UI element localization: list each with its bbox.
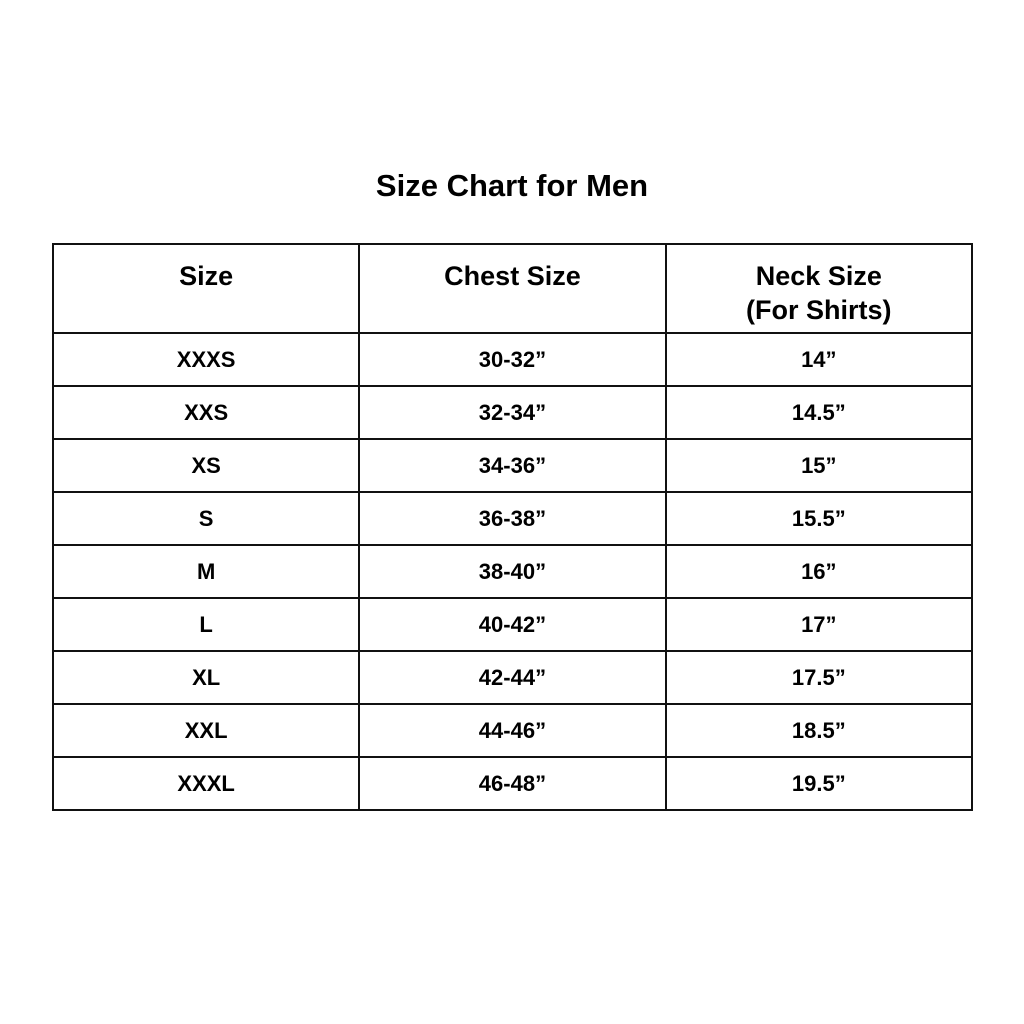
chest-size-cell: 36-38” [358,491,667,546]
header-chest-size: Chest Size [358,243,667,334]
size-cell: M [51,544,361,599]
chest-size-cell: 42-44” [358,650,667,705]
header-size: Size [51,243,361,334]
table-row: L 40-42” 17” [51,597,974,652]
table-row: XXXS 30-32” 14” [51,332,974,387]
table-row: XXL 44-46” 18.5” [51,703,974,758]
neck-size-cell: 14” [664,332,974,387]
chest-size-cell: 30-32” [358,332,667,387]
size-cell: S [51,491,361,546]
chest-size-cell: 44-46” [358,703,667,758]
header-neck-size-note: (For Shirts) [746,295,892,325]
neck-size-cell: 18.5” [664,703,974,758]
table-row: XXXL 46-48” 19.5” [51,756,974,811]
chest-size-cell: 32-34” [358,385,667,440]
header-neck-size-label: Neck Size [755,261,882,291]
size-cell: XXL [51,703,361,758]
neck-size-cell: 14.5” [664,385,974,440]
chest-size-cell: 38-40” [358,544,667,599]
size-cell: XXXL [51,756,361,811]
table-row: M 38-40” 16” [51,544,974,599]
page-title: Size Chart for Men [375,168,649,203]
neck-size-cell: 15.5” [664,491,974,546]
table-row: S 36-38” 15.5” [51,491,974,546]
neck-size-cell: 16” [664,544,974,599]
size-cell: L [51,597,361,652]
size-cell: XXXS [51,332,361,387]
neck-size-cell: 17.5” [664,650,974,705]
size-chart-table: Size Chest Size Neck Size (For Shirts) XX… [51,243,974,811]
size-cell: XS [51,438,361,493]
neck-size-cell: 19.5” [664,756,974,811]
header-row: Size Chest Size Neck Size (For Shirts) [51,243,974,334]
size-cell: XL [51,650,361,705]
table-row: XXS 32-34” 14.5” [51,385,974,440]
size-cell: XXS [51,385,361,440]
table-row: XS 34-36” 15” [51,438,974,493]
table-row: XL 42-44” 17.5” [51,650,974,705]
neck-size-cell: 17” [664,597,974,652]
header-neck-size: Neck Size (For Shirts) [664,243,974,334]
chest-size-cell: 34-36” [358,438,667,493]
chest-size-cell: 46-48” [358,756,667,811]
neck-size-cell: 15” [664,438,974,493]
chest-size-cell: 40-42” [358,597,667,652]
